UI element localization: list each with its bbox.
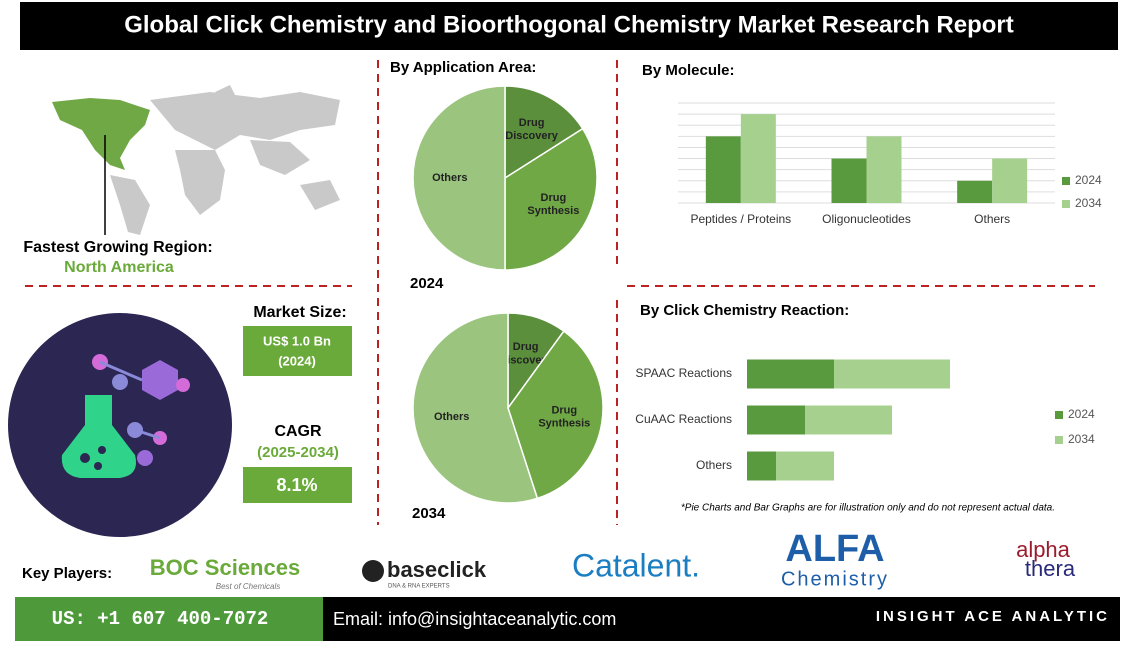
logo-boc-sub: Best of Chemicals bbox=[216, 582, 280, 591]
y-tick-label: SPAAC Reactions bbox=[636, 366, 733, 380]
logo-baseclick: baseclick bbox=[387, 557, 487, 582]
pie-slice bbox=[412, 85, 506, 271]
market-size-value: US$ 1.0 Bn bbox=[263, 333, 331, 348]
cagr-period: (2025-2034) bbox=[257, 444, 339, 461]
footer-phone-box bbox=[15, 597, 323, 641]
bar bbox=[992, 158, 1028, 203]
application-title: By Application Area: bbox=[390, 59, 536, 76]
north-america bbox=[52, 98, 150, 170]
legend-swatch bbox=[1055, 411, 1063, 419]
slice-label: Others bbox=[434, 411, 469, 423]
pie-slice bbox=[504, 85, 584, 180]
bar-segment bbox=[805, 405, 892, 435]
email: Email: info@insightaceanalytic.com bbox=[333, 609, 616, 629]
chemistry-icon bbox=[8, 313, 232, 537]
logo-catalent: Catalent. bbox=[572, 547, 700, 583]
pie-slice bbox=[507, 330, 604, 500]
bar-segment bbox=[776, 451, 834, 481]
legend-swatch bbox=[1062, 177, 1070, 185]
world-map bbox=[110, 85, 340, 235]
y-tick-label: CuAAC Reactions bbox=[635, 412, 732, 426]
x-tick-label: Oligonucleotides bbox=[822, 212, 911, 226]
logo-alpha: alpha bbox=[1016, 537, 1071, 562]
logo-boc: BOC Sciences bbox=[150, 555, 300, 580]
legend-label: 2024 bbox=[1075, 173, 1102, 187]
market-size-box bbox=[243, 326, 352, 376]
footer-bar bbox=[323, 597, 1120, 641]
logo-alfa: ALFA bbox=[785, 528, 884, 570]
pie-slice bbox=[504, 127, 598, 271]
phone: US: +1 607 400-7072 bbox=[52, 608, 269, 630]
title: Global Click Chemistry and Bioorthogonal… bbox=[124, 11, 1014, 38]
slice-label: Drug Discovery bbox=[505, 117, 558, 142]
note: *Pie Charts and Bar Graphs are for illus… bbox=[681, 503, 1055, 514]
legend-label: 2034 bbox=[1075, 196, 1102, 210]
bar bbox=[831, 158, 867, 203]
legend-label: 2034 bbox=[1068, 432, 1095, 446]
slice-label: Others bbox=[432, 172, 467, 184]
reaction-title: By Click Chemistry Reaction: bbox=[640, 302, 849, 319]
legend-label: 2024 bbox=[1068, 407, 1095, 421]
pie-year: 2024 bbox=[410, 275, 444, 292]
market-size-year: (2024) bbox=[278, 353, 316, 368]
legend-swatch bbox=[1062, 200, 1070, 208]
key-players-label: Key Players: bbox=[22, 565, 112, 582]
bar-segment bbox=[747, 359, 834, 389]
slice-label: Drug Discovery bbox=[499, 341, 552, 366]
brand: INSIGHT ACE ANALYTIC bbox=[876, 608, 1110, 625]
slice-label: Drug Synthesis bbox=[538, 404, 590, 429]
bar bbox=[866, 136, 902, 203]
bar-segment bbox=[834, 359, 950, 389]
title-bar bbox=[20, 2, 1118, 50]
dividers bbox=[25, 60, 1095, 525]
slice-label: Drug Synthesis bbox=[527, 192, 579, 217]
cagr-box bbox=[243, 467, 352, 503]
x-tick-label: Peptides / Proteins bbox=[690, 212, 791, 226]
bar-segment bbox=[747, 451, 776, 481]
pie-slice bbox=[412, 312, 539, 504]
bar bbox=[740, 114, 776, 203]
x-tick-label: Others bbox=[974, 212, 1010, 226]
cagr-value: 8.1% bbox=[276, 475, 317, 495]
charts: Drug Discovery Drug Synthesis Others Drug Disc… bbox=[412, 85, 1102, 504]
bar bbox=[705, 136, 741, 203]
bar bbox=[957, 180, 993, 203]
logo-mark bbox=[362, 560, 384, 582]
market-size-label: Market Size: bbox=[253, 304, 346, 321]
logo-alfa-sub: Chemistry bbox=[781, 568, 889, 590]
y-tick-label: Others bbox=[696, 458, 732, 472]
logo-baseclick-sub: DNA & RNA EXPERTS bbox=[388, 584, 450, 590]
region-label: Fastest Growing Region: bbox=[23, 239, 212, 256]
pie-year: 2034 bbox=[412, 505, 446, 522]
molecule-title: By Molecule: bbox=[642, 62, 735, 79]
legend-swatch bbox=[1055, 436, 1063, 444]
cagr-label: CAGR bbox=[274, 423, 322, 440]
region-value: North America bbox=[64, 259, 174, 276]
bar-segment bbox=[747, 405, 805, 435]
logo-thera: thera bbox=[1025, 556, 1076, 581]
